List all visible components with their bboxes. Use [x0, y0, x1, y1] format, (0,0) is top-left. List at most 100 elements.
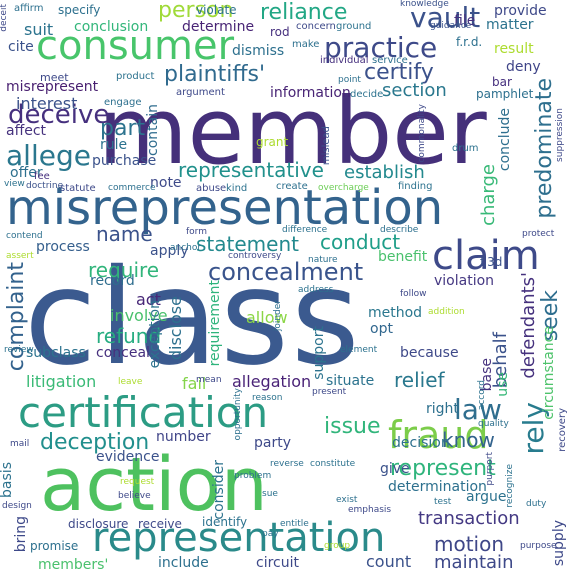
word-receive: receive — [138, 517, 182, 531]
word-follow: follow — [400, 289, 427, 299]
word-deceit: deceit — [0, 4, 9, 32]
word-refund: refund — [96, 324, 162, 348]
word-create: create — [276, 181, 308, 192]
word-identify: identify — [202, 515, 248, 529]
word-allegation: allegation — [232, 372, 312, 391]
word-result: result — [494, 41, 534, 57]
word-disclosure: disclosure — [68, 517, 129, 531]
word-representation: representation — [92, 515, 386, 561]
word-consider: consider — [211, 460, 227, 520]
word-charge: charge — [478, 164, 499, 226]
word-issue: issue — [324, 414, 381, 439]
word-requirement: requirement — [207, 280, 223, 367]
word-specify: specify — [58, 3, 101, 17]
word-describe: describe — [380, 225, 419, 235]
word-part: part — [100, 116, 146, 141]
word-nature: nature — [308, 255, 338, 265]
word-mean: mean — [196, 375, 222, 385]
word-determination: determination — [388, 479, 487, 495]
word-purpose: purpose — [520, 541, 557, 551]
word-meet: meet — [40, 71, 69, 84]
word-abuse: abuse — [196, 183, 227, 194]
word-test: test — [434, 497, 452, 507]
word-engage: engage — [104, 97, 142, 108]
word-subclass: subclass — [26, 345, 86, 361]
word-practice: practice — [324, 31, 438, 64]
word-situate: situate — [326, 373, 375, 389]
word-statute: statute — [60, 183, 96, 194]
word-suppression: suppression — [555, 108, 565, 162]
word-duty: duty — [526, 499, 547, 509]
word-group: group — [324, 541, 351, 551]
word-controversy: controversy — [228, 251, 282, 261]
word-service: service — [372, 55, 408, 66]
word-constitute: constitute — [310, 459, 356, 469]
word-matter: matter — [486, 17, 534, 33]
word-action: action — [40, 442, 268, 528]
word-certify: certify — [364, 60, 434, 85]
word-reliance: reliance — [260, 0, 348, 25]
word-provide: provide — [494, 3, 547, 19]
word-reverse: reverse — [270, 459, 304, 469]
word-deny: deny — [506, 59, 541, 75]
word-accord: accord — [477, 380, 487, 411]
word-basis: basis — [0, 462, 15, 498]
word-apply: apply — [150, 243, 189, 259]
word-number: number — [156, 429, 211, 445]
word-misrepresent: misrepresent — [6, 79, 99, 95]
word-doctrine: doctrine — [26, 181, 64, 191]
word-concern: concern — [296, 21, 336, 32]
word-give: give — [380, 461, 410, 477]
word-overcharge: overcharge — [318, 183, 369, 193]
word-misrepresentation: misrepresentation — [6, 180, 444, 236]
word-member: member — [98, 78, 487, 185]
word-argue: argue — [466, 489, 507, 505]
word-purport: purport — [485, 452, 495, 486]
word-involve: involve — [110, 306, 168, 325]
word-sue: sue — [262, 489, 278, 499]
word-reason: reason — [252, 393, 283, 403]
word-mail: mail — [10, 439, 30, 449]
word-transaction: transaction — [418, 508, 520, 529]
word-protect: protect — [522, 229, 555, 239]
word-use: use — [495, 372, 511, 397]
word-pamphlet: pamphlet — [476, 87, 534, 101]
word-guidance: guidance — [430, 21, 472, 31]
word-act: act — [136, 290, 161, 309]
word-contain: contain — [145, 104, 161, 156]
word-vault: vault — [410, 1, 481, 34]
word-offer: offer — [10, 165, 43, 181]
word-disclose: disclose — [166, 296, 185, 361]
word-commerce: commerce — [108, 183, 156, 193]
word-drum: drum — [452, 143, 479, 154]
word-product: product — [116, 71, 155, 82]
word-rule: rule — [100, 137, 128, 153]
word-count: count — [366, 552, 412, 571]
word-knowledge: knowledge — [400, 0, 449, 9]
word-element: element — [340, 345, 378, 355]
word-litigation: litigation — [26, 372, 97, 391]
word-conduct: conduct — [320, 230, 401, 254]
word-review: review — [4, 345, 34, 355]
word-decision: decision — [392, 435, 450, 451]
word-members: members' — [38, 557, 109, 573]
word-emphasis: emphasis — [348, 505, 392, 515]
word-rod: rod — [270, 25, 290, 39]
word-leave: leave — [118, 377, 143, 387]
word-ground: ground — [336, 21, 372, 32]
word-point: point — [338, 75, 361, 85]
word-violate: violate — [196, 3, 237, 17]
word-mislead: mislead — [321, 126, 332, 166]
word-claim: claim — [432, 233, 540, 279]
word-opt: opt — [370, 321, 393, 337]
word-certification: certification — [18, 388, 269, 437]
word-conclude: conclude — [497, 108, 513, 172]
word-make: make — [292, 39, 320, 50]
word-establish: establish — [344, 162, 425, 183]
word-entitle: entitle — [280, 519, 309, 529]
word-consumer: consumer — [36, 23, 235, 69]
word-difference: difference — [282, 225, 328, 235]
word-section: section — [382, 80, 447, 101]
word-predominate: predominate — [532, 78, 557, 219]
word-party: party — [254, 435, 291, 451]
